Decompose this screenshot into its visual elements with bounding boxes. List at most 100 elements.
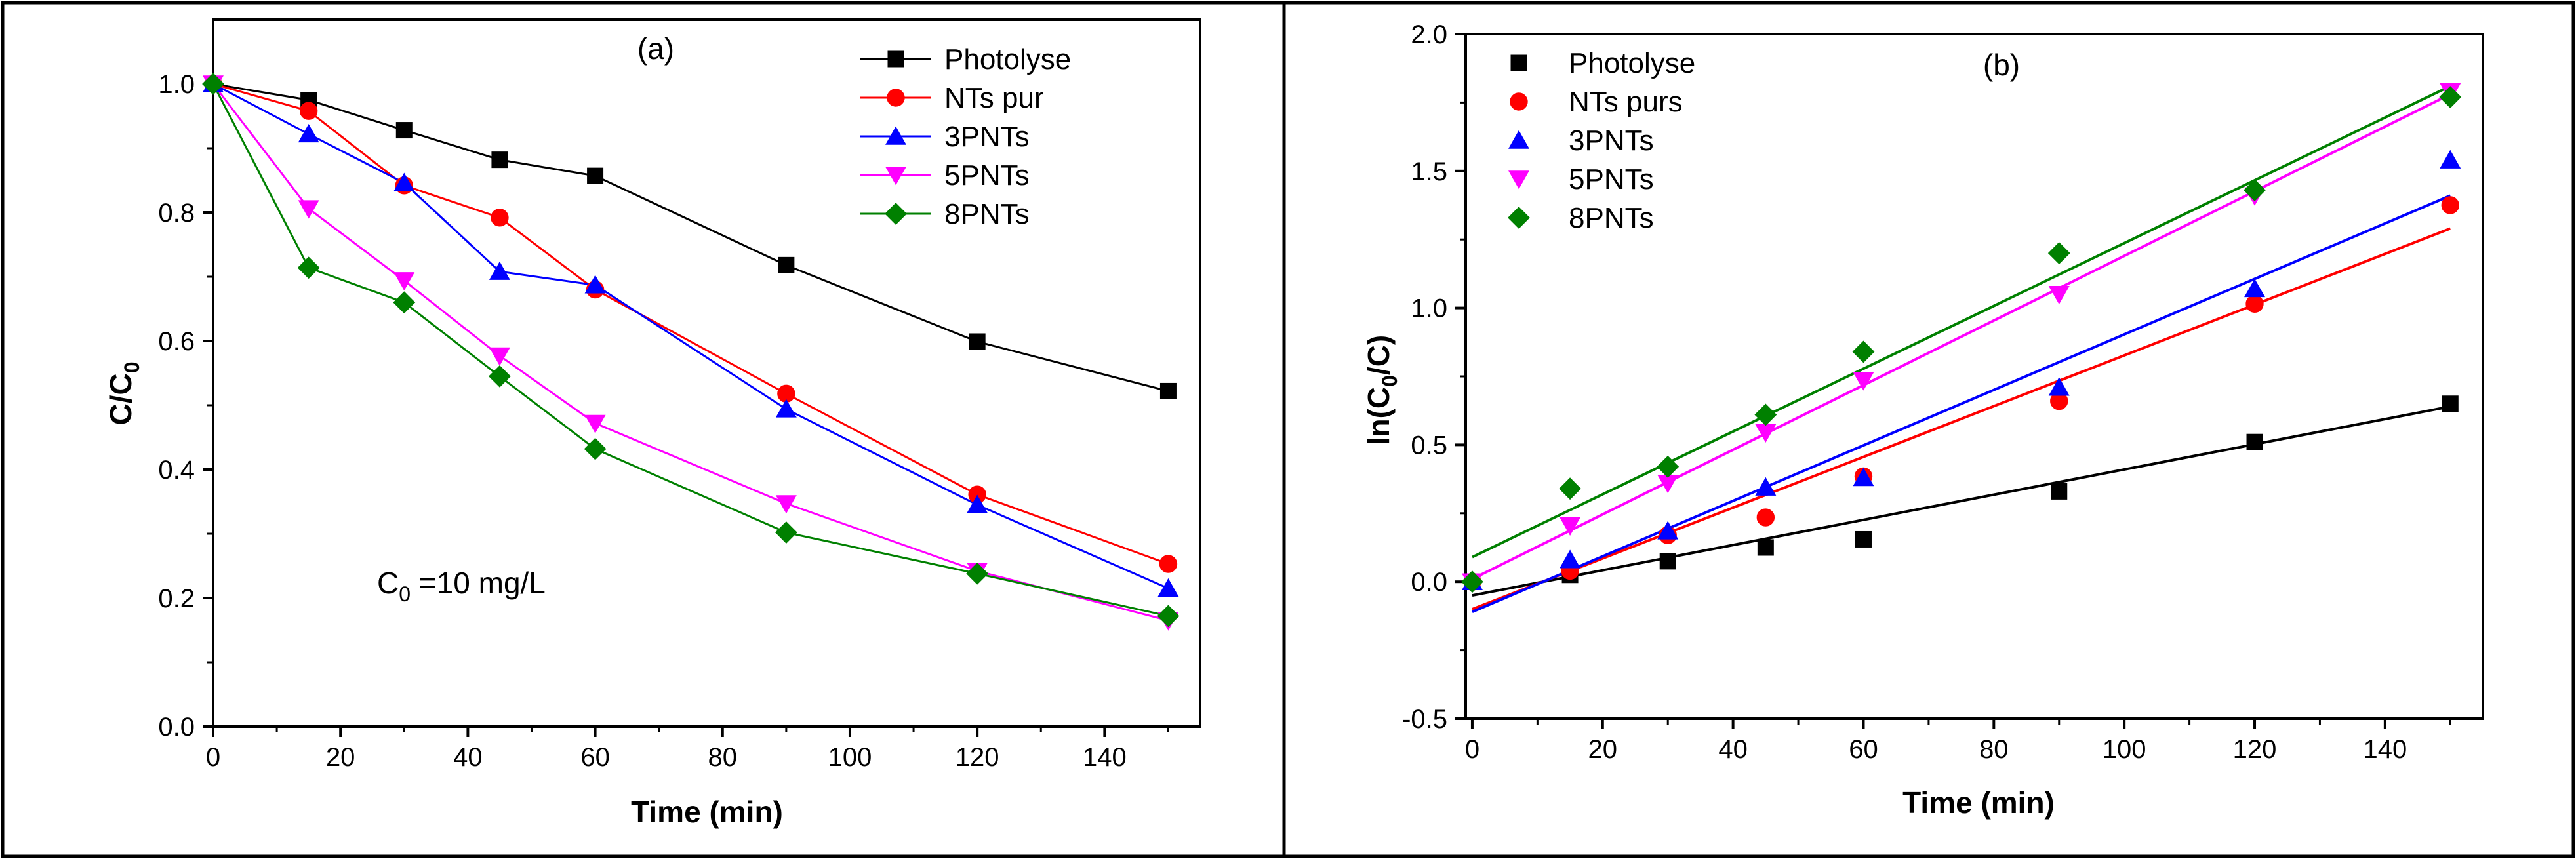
- a-marker-8pnts: [966, 562, 989, 585]
- b-marker-3pnts: [2048, 377, 2070, 396]
- b-marker-nts-purs: [2245, 294, 2264, 313]
- panel-a-markers: [202, 73, 1180, 631]
- a-marker-photolyse: [587, 167, 604, 184]
- b-fit-line-5pnts: [1472, 93, 2451, 580]
- panel-a-series-lines: [212, 83, 1169, 622]
- a-marker-8pnts: [584, 437, 607, 460]
- a-plot-frame: [212, 18, 1201, 728]
- b-marker-nts-purs: [1756, 508, 1775, 527]
- panel-a-concentration-annotation: C0 =10 mg/L: [377, 566, 546, 606]
- b-y-tick-label: 0.0: [1411, 568, 1447, 597]
- a-legend-label-8pnts: 8PNTs: [944, 198, 1030, 230]
- b-legend-marker-5pnts: [1508, 170, 1529, 190]
- panel-a-legend: Photolyse NTs pur 3PNTs 5PNTs 8PNTs: [860, 43, 1071, 230]
- a-line-photolyse: [212, 83, 1169, 392]
- a-marker-3pnts: [775, 399, 797, 418]
- b-legend-label-5pnts: 5PNTs: [1569, 163, 1654, 195]
- b-marker-3pnts: [1853, 468, 1874, 487]
- b-marker-8pnts: [2047, 242, 2070, 264]
- b-y-tick-label: 2.0: [1411, 20, 1447, 49]
- a-y-tick-label: 0.4: [158, 456, 195, 485]
- a-x-tick-label: 80: [708, 743, 738, 772]
- a-legend-label-photolyse: Photolyse: [944, 43, 1071, 75]
- panel-a-y-axis-title-main: C/C: [104, 373, 138, 425]
- a-x-tick-label: 20: [326, 743, 355, 772]
- b-marker-3pnts: [2440, 150, 2461, 169]
- b-marker-photolyse: [1757, 539, 1774, 556]
- a-marker-8pnts: [297, 256, 320, 279]
- panel-b-axes: 0 20 40 60 80 100 120 140 -0.5 0.0 0.5 1.0 1.5 2.0: [1402, 20, 2484, 764]
- a-x-tick-label: 100: [828, 743, 872, 772]
- a-x-tick-label: 60: [580, 743, 610, 772]
- b-marker-8pnts: [1559, 477, 1581, 500]
- b-marker-photolyse: [1855, 530, 1872, 548]
- b-y-tick-label: 1.5: [1411, 157, 1447, 186]
- b-marker-8pnts: [1852, 340, 1875, 363]
- b-marker-3pnts: [2244, 278, 2265, 298]
- a-legend-marker-nts-pur: [887, 89, 905, 107]
- b-fit-line-nts-purs: [1472, 227, 2451, 610]
- b-legend-label-3pnts: 3PNTs: [1569, 125, 1654, 157]
- a-marker-photolyse: [491, 151, 508, 169]
- b-marker-photolyse: [2051, 483, 2068, 500]
- a-marker-5pnts: [584, 414, 606, 433]
- a-marker-photolyse: [1159, 382, 1177, 399]
- a-marker-8pnts: [1157, 605, 1180, 628]
- b-legend-label-8pnts: 8PNTs: [1569, 202, 1654, 234]
- b-marker-8pnts: [1461, 570, 1483, 593]
- a-x-tick-label: 140: [1083, 743, 1127, 772]
- a-marker-8pnts: [202, 73, 224, 95]
- b-legend-marker-3pnts: [1508, 130, 1529, 149]
- panel-b-fit-lines: [1472, 85, 2451, 613]
- b-marker-5pnts: [1755, 424, 1777, 443]
- panel-b-markers: [1461, 83, 2462, 593]
- a-line-8pnts: [212, 83, 1169, 617]
- b-x-tick-label: 20: [1588, 735, 1618, 764]
- chart-panel-a: (a) Time (min) C/C0 C0 =10 mg/L 0 20 40 60 8…: [104, 18, 1201, 829]
- a-line-3pnts: [212, 83, 1169, 589]
- b-x-tick-label: 80: [1979, 735, 2009, 764]
- a-marker-3pnts: [584, 275, 606, 294]
- a-y-tick-label: 0.0: [158, 713, 195, 742]
- b-fit-line-photolyse: [1472, 405, 2451, 597]
- a-legend-marker-3pnts: [885, 126, 906, 145]
- panel-b-label: (b): [1983, 48, 2020, 82]
- b-marker-3pnts: [1755, 477, 1777, 496]
- b-x-tick-label: 60: [1849, 735, 1878, 764]
- a-marker-5pnts: [775, 495, 797, 514]
- b-legend-marker-photolyse: [1510, 54, 1527, 71]
- a-marker-nts-pur: [491, 209, 509, 227]
- b-legend-label-nts-purs: NTs purs: [1569, 86, 1683, 118]
- b-legend-marker-8pnts: [1508, 207, 1530, 229]
- annotation-c: C: [377, 566, 399, 600]
- b-legend-marker-nts-purs: [1510, 92, 1528, 111]
- a-y-tick-label: 0.6: [158, 327, 195, 356]
- b-marker-5pnts: [1560, 517, 1581, 536]
- a-marker-5pnts: [489, 347, 510, 366]
- panel-b-y-axis-title-pre: ln(C: [1361, 387, 1396, 445]
- a-y-tick-label: 0.8: [158, 199, 195, 228]
- b-marker-5pnts: [1853, 372, 1874, 391]
- a-x-tick-label: 0: [206, 743, 220, 772]
- panel-b-y-axis-title-post: /C): [1361, 335, 1396, 375]
- a-legend-marker-8pnts: [885, 203, 907, 225]
- a-legend-marker-photolyse: [887, 50, 904, 68]
- b-x-tick-label: 140: [2363, 735, 2407, 764]
- b-y-tick-label: -0.5: [1402, 705, 1447, 734]
- a-marker-photolyse: [778, 256, 795, 273]
- panel-b-legend: Photolyse NTs purs 3PNTs 5PNTs 8PNTs: [1508, 47, 1695, 234]
- chart-panel-b: (b) Time (min) ln(C0/C) 0 20 40 60 80 100 120 1…: [1361, 20, 2484, 820]
- b-marker-8pnts: [1657, 455, 1680, 478]
- panel-a-x-axis-title: Time (min): [631, 795, 783, 829]
- a-marker-nts-pur: [1159, 555, 1178, 573]
- panel-b-y-axis-title-sub: 0: [1378, 375, 1401, 387]
- a-marker-photolyse: [395, 122, 413, 139]
- a-y-tick-label: 0.2: [158, 584, 195, 613]
- b-x-tick-label: 0: [1465, 735, 1479, 764]
- a-y-tick-label: 1.0: [158, 70, 195, 99]
- a-x-tick-label: 40: [453, 743, 483, 772]
- a-marker-3pnts: [1157, 578, 1179, 597]
- a-x-tick-label: 120: [956, 743, 999, 772]
- a-marker-3pnts: [967, 494, 988, 513]
